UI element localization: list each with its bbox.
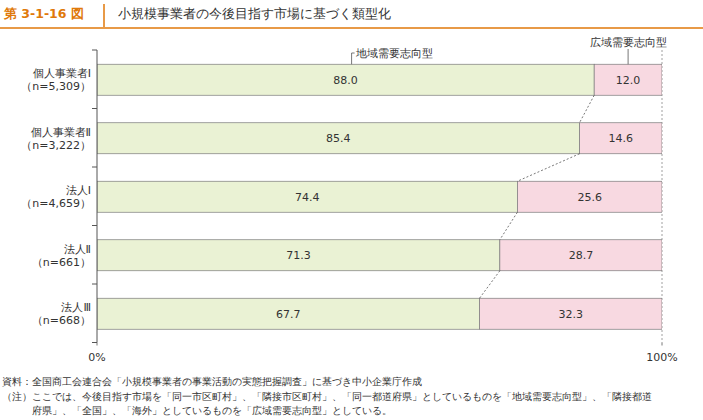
legend-leader bbox=[351, 53, 352, 64]
category-label-line: （n=668） bbox=[32, 314, 91, 327]
header-rule bbox=[0, 27, 703, 29]
category-separator bbox=[92, 50, 97, 51]
legend-entry: 地域需要志向型 bbox=[355, 47, 433, 60]
bar-segment bbox=[97, 123, 580, 154]
data-label: 71.3 bbox=[286, 249, 311, 262]
data-labels: 88.0 12.0 85.4 14.6 74.4 25.6 71.3 28.7 67.7 32.3 bbox=[276, 74, 640, 321]
y-axis bbox=[97, 50, 98, 343]
category-label-line: 個人事業者Ⅱ bbox=[31, 126, 91, 139]
category-separator bbox=[92, 284, 97, 285]
category-separator bbox=[92, 225, 97, 226]
data-label: 25.6 bbox=[577, 191, 602, 204]
connector bbox=[580, 95, 595, 123]
category-label: 個人事業者Ⅰ（n=5,309） bbox=[21, 67, 91, 93]
bar-segment bbox=[480, 298, 662, 329]
bar-segment bbox=[97, 181, 517, 212]
bar-segment bbox=[594, 64, 662, 95]
connector bbox=[517, 154, 579, 182]
category-label-line: 個人事業者Ⅰ bbox=[33, 67, 91, 80]
category-label: 個人事業者Ⅱ（n=3,222） bbox=[21, 126, 91, 152]
data-label: 67.7 bbox=[276, 308, 301, 321]
data-label: 14.6 bbox=[609, 132, 634, 145]
bar-segment bbox=[97, 64, 594, 95]
bar-segment bbox=[97, 240, 500, 271]
note: （注）ここでは、今後目指す市場を「同一市区町村」、「隣接市区町村」、「同一都道府… bbox=[2, 391, 652, 402]
data-label: 85.4 bbox=[326, 132, 351, 145]
bar-segment bbox=[517, 181, 662, 212]
note: 府県」、「全国」、「海外」としているものを「広域需要志向型」としている。 bbox=[2, 405, 392, 416]
category-label: 法人Ⅲ（n=668） bbox=[32, 301, 91, 327]
data-label: 32.3 bbox=[559, 308, 584, 321]
header-divider bbox=[103, 4, 105, 27]
legend-entry: 広域需要志向型 bbox=[590, 36, 667, 49]
connector bbox=[480, 271, 500, 299]
bar-segment bbox=[580, 123, 662, 154]
chart: 第 3-1-16 図小規模事業者の今後目指す市場に基づく類型化88.012.08… bbox=[0, 0, 703, 420]
category-label: 法人Ⅱ（n=661） bbox=[32, 243, 91, 269]
category-label-line: （n=5,309） bbox=[21, 80, 91, 93]
bar-segment bbox=[97, 298, 480, 329]
x-tick bbox=[97, 343, 98, 346]
title: 小規模事業者の今後目指す市場に基づく類型化 bbox=[118, 6, 391, 21]
bars bbox=[97, 64, 662, 329]
x-tick-label: 0% bbox=[88, 351, 105, 364]
category-label-line: 法人Ⅱ bbox=[64, 243, 91, 256]
connector bbox=[500, 212, 518, 240]
data-label: 88.0 bbox=[333, 74, 358, 87]
legend-leader bbox=[352, 53, 355, 54]
data-label: 28.7 bbox=[569, 249, 594, 262]
category-label-line: 法人Ⅰ bbox=[66, 184, 91, 197]
category-separator bbox=[92, 342, 97, 343]
category-label-line: （n=3,222） bbox=[21, 139, 91, 152]
category-label-line: （n=4,659） bbox=[21, 197, 91, 210]
data-label: 12.0 bbox=[616, 74, 641, 87]
x-tick bbox=[662, 343, 663, 346]
source: 資料：全国商工会連合会「小規模事業者の事業活動の実態把握調査」に基づき中小企業庁… bbox=[2, 376, 422, 387]
category-label: 法人Ⅰ（n=4,659） bbox=[21, 184, 91, 210]
category-separator bbox=[92, 167, 97, 168]
data-label: 74.4 bbox=[295, 191, 320, 204]
category-label-line: 法人Ⅲ bbox=[61, 301, 91, 314]
x-tick-label: 100% bbox=[646, 351, 677, 364]
figure-number: 第 3-1-16 図 bbox=[3, 6, 84, 21]
category-separator bbox=[92, 108, 97, 109]
legend-leader bbox=[628, 49, 629, 64]
bar-segment bbox=[500, 240, 662, 271]
category-label-line: （n=661） bbox=[32, 256, 91, 269]
